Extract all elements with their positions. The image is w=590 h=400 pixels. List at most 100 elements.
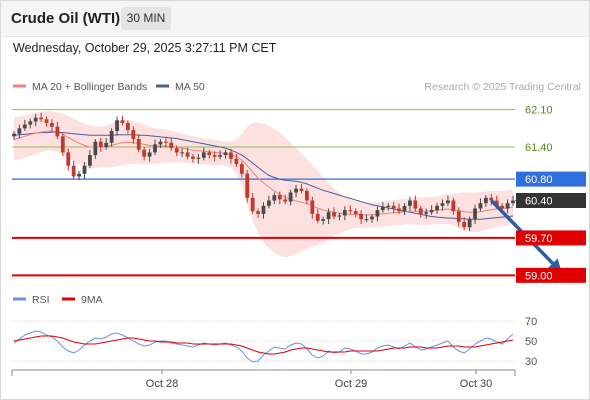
candle [126,120,130,134]
candle [456,207,461,227]
candle [71,160,76,180]
candle-body [326,212,331,220]
candle [315,209,320,224]
candle-body [397,208,401,212]
candle-body [22,124,27,129]
legend-9ma-label: 9MA [81,294,103,306]
candle-body [104,142,109,148]
candle-body [310,200,315,214]
legend-rsi-swatch [13,297,26,301]
candle [142,147,147,161]
candle [359,210,364,225]
level-label-59-00-box [516,267,586,283]
candle [229,148,233,164]
candle-body [50,122,54,127]
candle-body [304,190,309,201]
candle [446,195,450,206]
candle [418,205,423,218]
candle [223,149,228,159]
candle [451,197,456,215]
candle-body [71,165,76,177]
candle-body [337,215,342,217]
candle-body [229,152,233,159]
candle [77,171,81,181]
candle-body [456,211,461,222]
level-label-59-00: 59.00 [525,270,553,282]
candle-body [55,126,60,137]
level-label-60-80: 60.80 [525,174,553,186]
candle-body [185,152,190,157]
candle [131,126,136,144]
candle-body [435,205,439,211]
candle [267,195,271,209]
legend-ma20-label: MA 20 + Bollinger Bands [32,81,147,93]
rsi-line [13,330,514,363]
candle [380,202,385,213]
candle [467,216,472,231]
candle-body [126,122,130,130]
candle-body [332,212,336,217]
candle-body [277,195,282,200]
candle [440,199,445,211]
candle-body [77,173,81,177]
candle-body [462,221,467,228]
candle-body [353,211,358,214]
candle-body [267,200,271,206]
candle [136,134,141,153]
candle [55,121,60,140]
candle [17,124,22,139]
rsi-9ma-line [13,335,514,355]
chart-header: Crude Oil (WTI) 30 MIN [0,0,590,37]
candle [191,153,195,163]
candle-body [272,195,277,201]
candle [364,214,369,222]
candle [435,203,439,214]
candle-body [115,120,119,132]
rsi-tick-30: 30 [525,356,537,368]
candle [304,188,309,205]
candle-body [483,197,488,204]
candle-body [142,149,147,157]
candle-body [207,152,212,156]
candle-body [196,157,201,159]
candle-body [109,131,114,143]
candle [201,147,206,161]
candle-body [191,156,195,159]
candle-body [60,136,65,153]
candle [256,208,260,218]
candle-body [66,152,71,166]
candle-body [451,200,456,212]
candle [342,206,347,221]
candle [353,208,358,218]
candle-body [478,203,483,209]
candle-body [315,213,320,221]
candle [332,207,336,220]
timeframe-badge[interactable]: 30 MIN [121,7,171,30]
candle [218,150,223,160]
candle [337,212,342,221]
candle [370,213,374,223]
level-label-60-40: 60.40 [525,195,553,207]
candle [147,148,152,162]
candle-body [511,200,515,204]
candle-body [44,119,49,123]
candle [66,148,71,171]
legend-ma50-label: MA 50 [175,81,205,93]
candle [82,162,87,179]
candle [109,128,114,147]
candle [234,153,239,167]
candle-body [283,199,288,202]
candle [174,145,179,157]
candle-body [131,129,136,140]
candle [60,133,65,157]
candle [321,216,326,225]
candle-body [380,206,385,211]
candle-body [17,128,22,134]
candle-body [12,133,16,137]
candle-body [489,197,494,201]
candle [88,150,92,169]
candle-body [158,141,163,145]
candle [424,208,429,219]
candle-body [440,203,445,206]
